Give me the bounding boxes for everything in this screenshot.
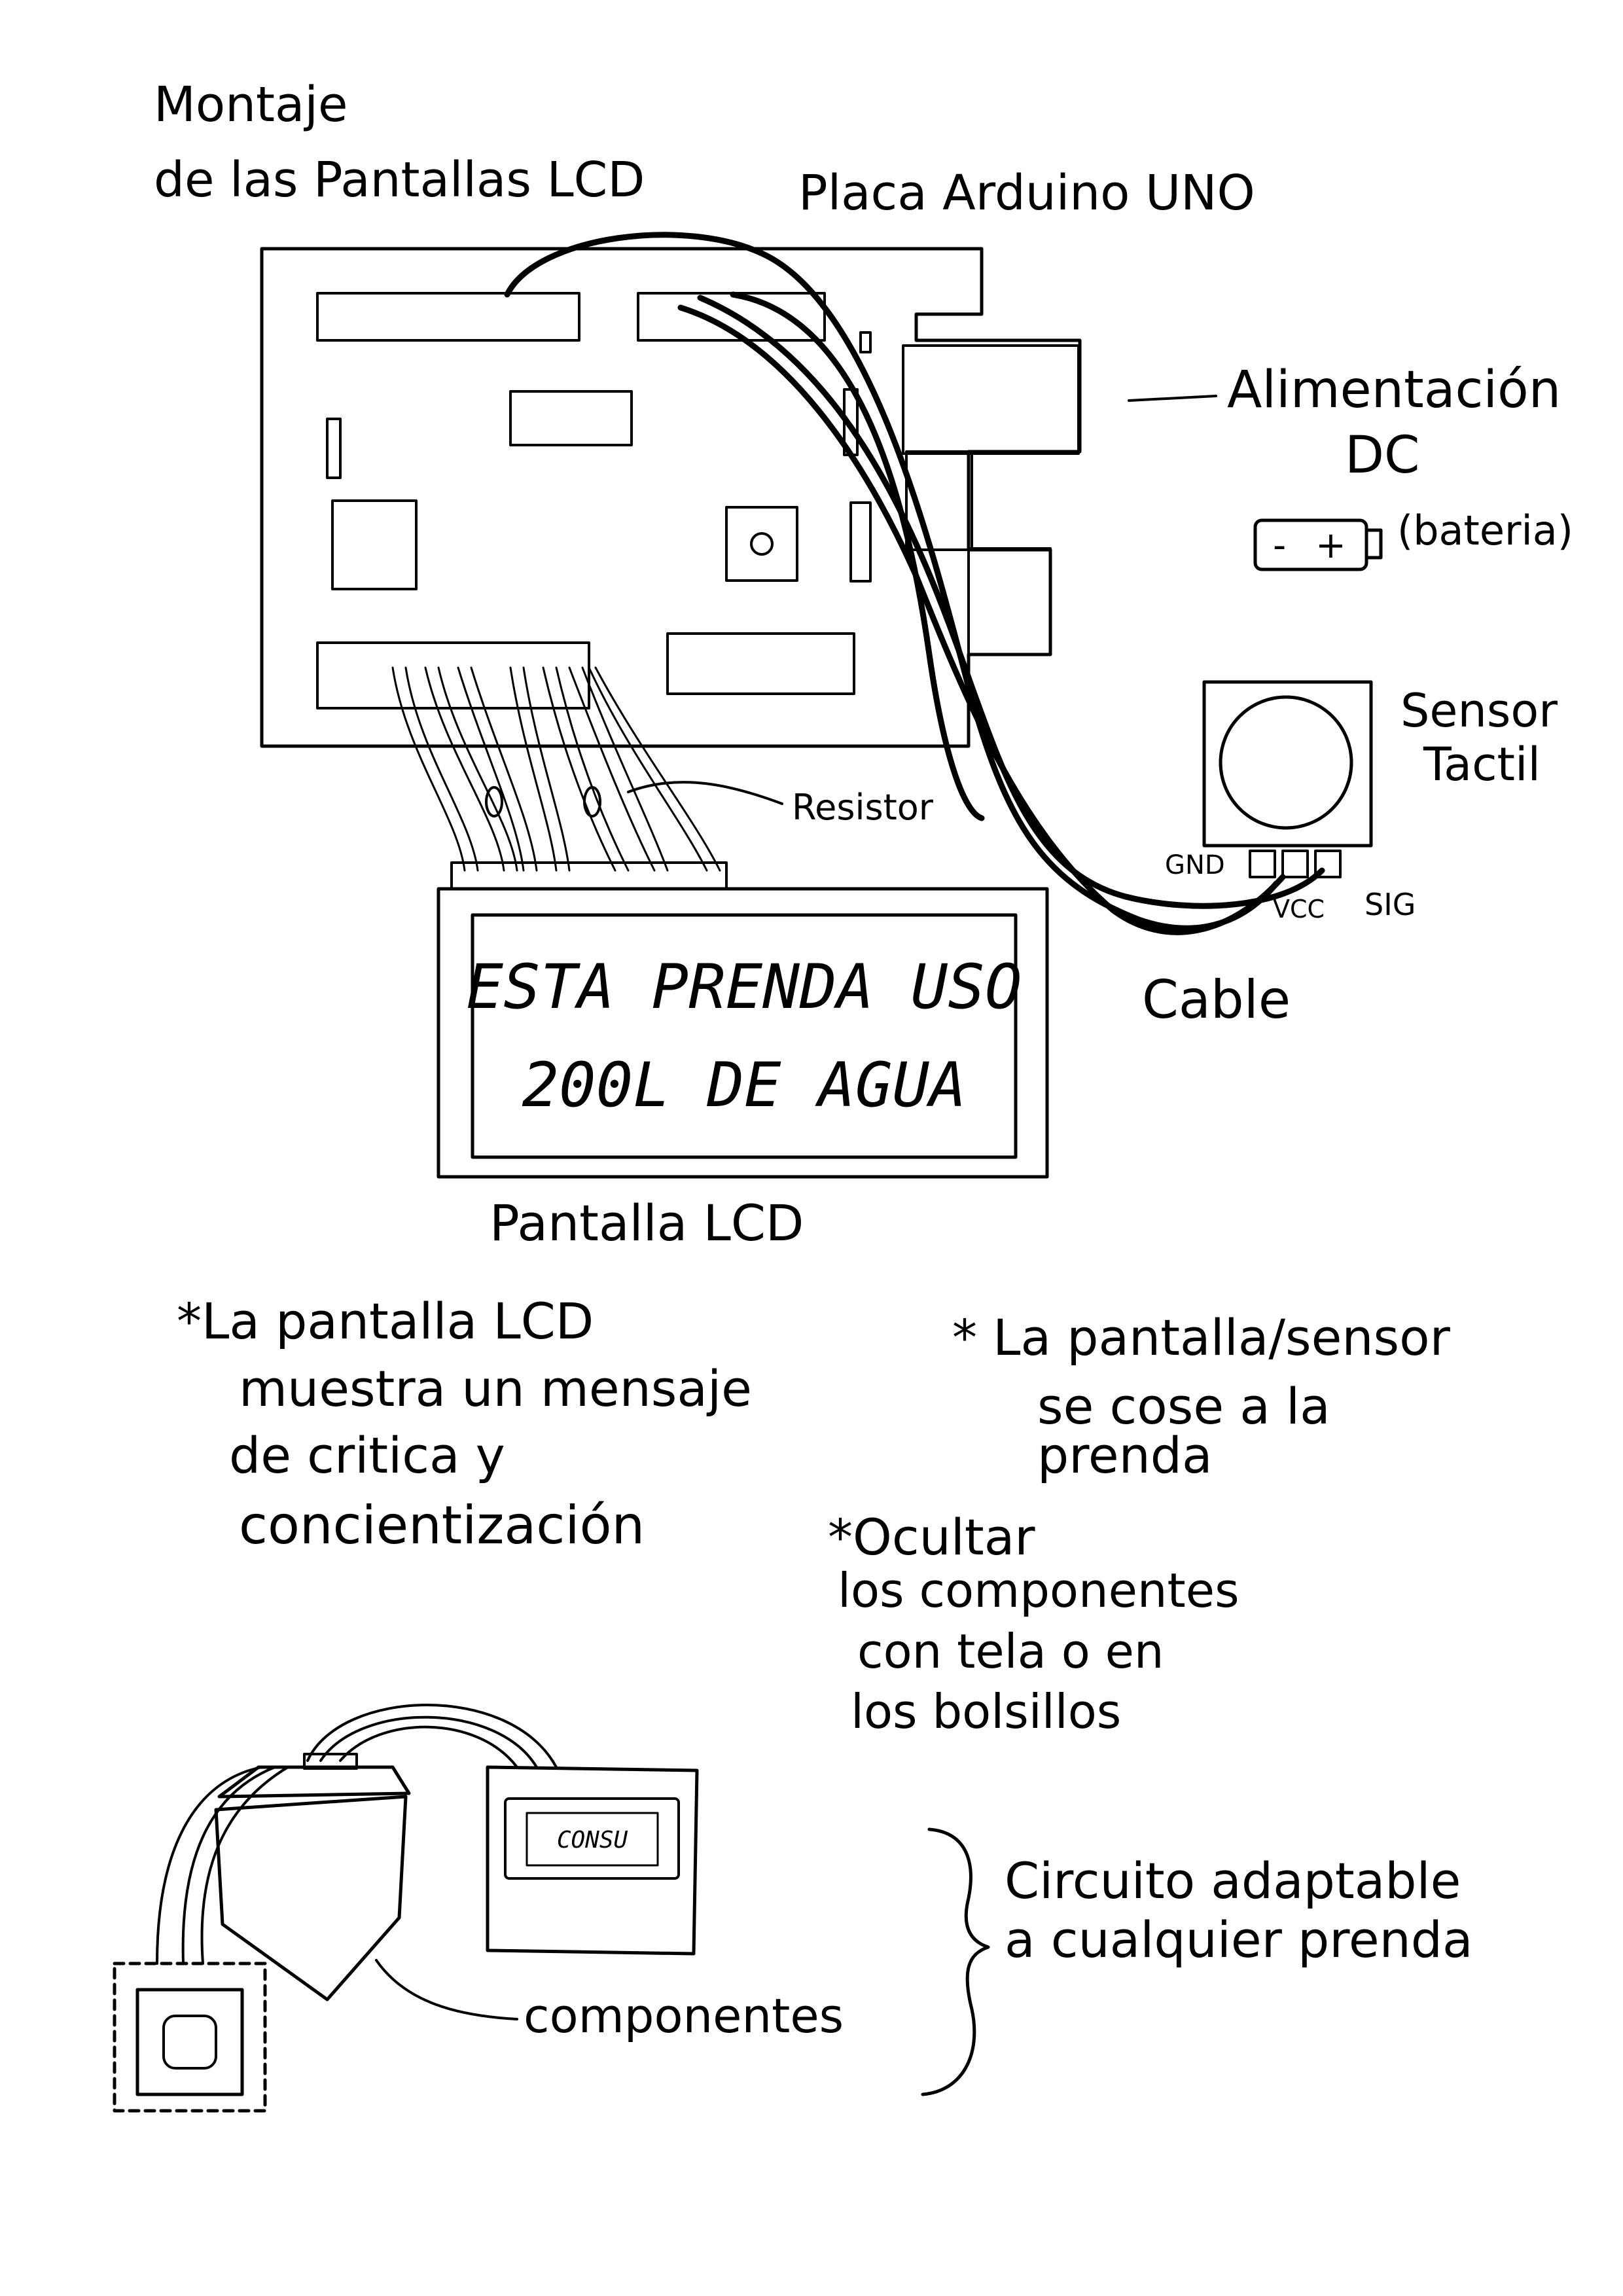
resistor-1 (485, 786, 503, 817)
note-1-line-2: muestra un mensaje (239, 1359, 752, 1418)
title-line-1: Montaje (154, 77, 348, 133)
sensor-label-2: Tactil (1423, 738, 1541, 791)
note-lcd-message: *La pantalla LCD muestra un mensaje de c… (177, 1292, 752, 1556)
power-jack (967, 547, 1052, 656)
battery-icon: - + (1253, 518, 1383, 571)
pin-sig (1314, 850, 1342, 878)
adaptable-label-2: a cualquier prenda (1005, 1910, 1473, 1969)
chip (509, 390, 633, 446)
note-1-line-4: concientización (239, 1495, 645, 1556)
cable-label: Cable (1142, 969, 1291, 1030)
note-1-line-3: de critica y (229, 1426, 505, 1484)
touch-sensor (1202, 680, 1373, 878)
note-sewn: * La pantalla/sensor se cose a la prenda (952, 1308, 1451, 1484)
lcd-line-2: 200L DE AGUA (522, 1050, 966, 1121)
lcd-module: ESTA PRENDA USO 200L DE AGUA (437, 861, 1049, 1179)
note-2-line-3: prenda (1037, 1426, 1213, 1484)
regulator (331, 499, 418, 590)
note-hide: *Ocultar los componentes con tela o en l… (828, 1508, 1240, 1739)
lcd-screen (471, 913, 1018, 1159)
mini-lcd-text: CONSU (557, 1827, 628, 1854)
reset-button (725, 506, 798, 582)
note-3-line-2: los componentes (838, 1563, 1240, 1618)
battery-plus: + (1315, 524, 1346, 567)
note-1-line-1: *La pantalla LCD (177, 1292, 594, 1350)
lcd-label: Pantalla LCD (490, 1194, 804, 1252)
power-label-1: Alimentación (1227, 361, 1561, 420)
power-label-2: DC (1345, 426, 1420, 485)
lcd-line-1: ESTA PRENDA USO (467, 952, 1022, 1023)
note-3-line-4: los bolsillos (851, 1684, 1121, 1739)
lcd-wires (391, 666, 783, 872)
usb-port (902, 344, 1080, 455)
note-3-line-1: *Ocultar (828, 1508, 1035, 1566)
adaptable-label-1: Circuito adaptable (1005, 1852, 1461, 1910)
pin-vcc-label: VCC (1273, 895, 1325, 924)
note-2-line-1: * La pantalla/sensor (952, 1308, 1451, 1367)
battery-label: (bateria) (1397, 507, 1573, 554)
header-bottom-right (666, 632, 855, 695)
pin-gnd (1249, 850, 1276, 878)
pin-sig-label: SIG (1364, 887, 1416, 922)
sensor-cables (504, 232, 1325, 935)
sensor-label-1: Sensor (1400, 684, 1558, 738)
header-top-left (316, 292, 580, 342)
resistor-label: Resistor (792, 787, 934, 828)
title-line-2: de las Pantallas LCD (154, 152, 645, 208)
note-3-line-3: con tela o en (857, 1624, 1164, 1679)
header-bottom-left (316, 641, 590, 709)
components-label: componentes (524, 1988, 844, 2043)
pin-gnd-label: GND (1165, 850, 1225, 880)
battery-minus: - (1273, 524, 1286, 567)
board-label: Placa Arduino UNO (798, 165, 1255, 221)
lcd-pin-header (450, 861, 728, 890)
note-2-line-2: se cose a la (1037, 1377, 1330, 1435)
resistor-2 (583, 786, 601, 817)
wearable-illustration: CONSU (113, 1704, 990, 2113)
pin-vcc (1281, 850, 1309, 878)
